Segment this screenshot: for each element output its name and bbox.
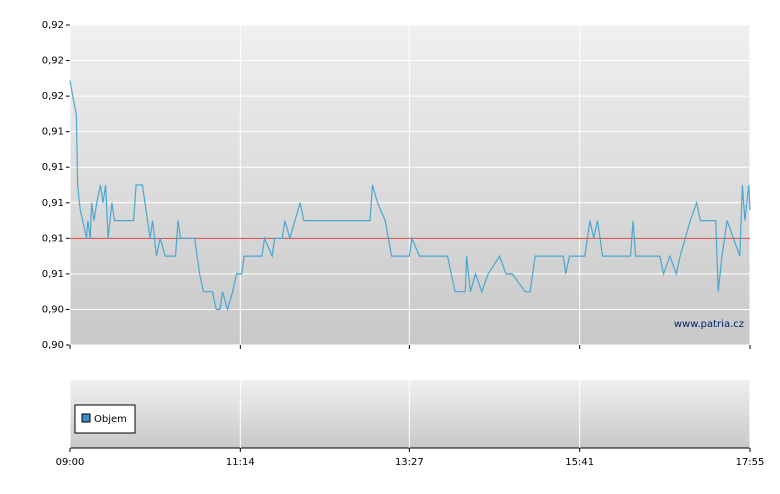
price-line (69, 80, 751, 312)
y-tick-label: 0,91 (42, 162, 64, 173)
plot-area (70, 25, 750, 345)
x-tick-label: 17:55 (736, 457, 765, 468)
y-tick-label: 0,92 (42, 56, 64, 67)
legend-swatch (81, 413, 91, 423)
y-tick-label: 0,90 (42, 304, 64, 315)
y-tick-label: 0,91 (42, 269, 64, 280)
x-tick-label: 15:41 (565, 457, 594, 468)
x-tick-label: 11:14 (226, 457, 255, 468)
x-tick-label: 13:27 (395, 457, 424, 468)
y-tick-label: 0,91 (42, 198, 64, 209)
x-tick-label: 09:00 (56, 457, 85, 468)
y-tick-label: 0,91 (42, 233, 64, 244)
y-tick-label: 0,92 (42, 91, 64, 102)
y-tick-label: 0,90 (42, 340, 64, 351)
volume-area (70, 380, 750, 448)
y-tick-label: 0,91 (42, 127, 64, 138)
y-tick-label: 0,92 (42, 20, 64, 31)
watermark: www.patria.cz (674, 319, 744, 330)
legend-label: Objem (94, 414, 127, 425)
